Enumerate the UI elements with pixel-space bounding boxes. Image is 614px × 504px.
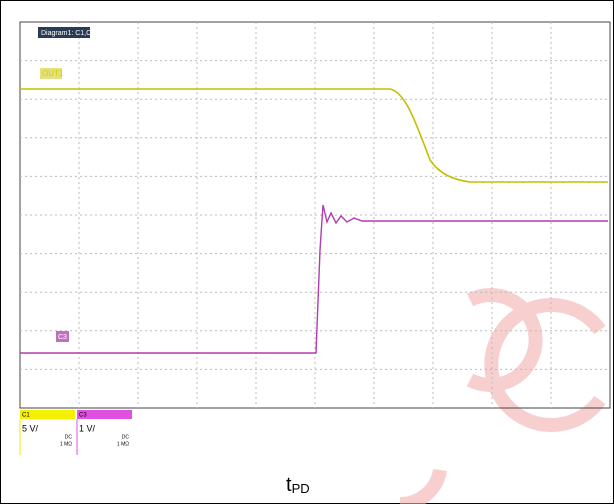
page: Diagram1: C1,C3 OUT1 C3 C1 C3 5 V/ 1 V/ … [0,0,614,504]
c3-impedance: 1 MΩ [117,441,129,447]
tab-label: Diagram1: C1,C3 [41,30,95,37]
screenshot: Diagram1: C1,C3 OUT1 C3 C1 C3 5 V/ 1 V/ … [0,0,614,504]
c1-scale: 5 V/ [22,423,39,433]
c1-coupling: DC [65,434,73,440]
c1-impedance: 1 MΩ [60,441,72,447]
c3-label: C3 [58,334,67,341]
c3-coupling: DC [122,434,130,440]
c1-name: C1 [22,413,30,419]
c3-scale: 1 V/ [79,423,96,433]
c3-name: C3 [79,413,87,419]
caption-sub: PD [292,481,310,496]
out-label: OUT1 [42,69,64,78]
